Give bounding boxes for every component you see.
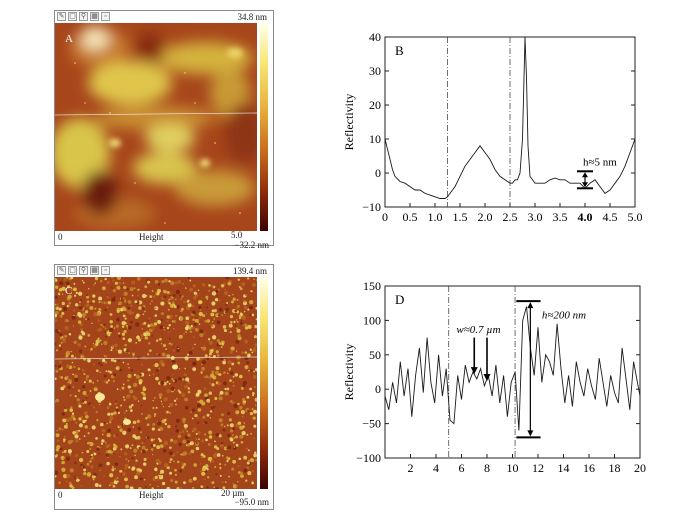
h-arrow-head-down — [527, 430, 534, 437]
colorbar-max-a: 34.8 nm — [237, 12, 267, 22]
info-icon[interactable]: ▫ — [101, 12, 110, 21]
y-tick-label: 30 — [369, 64, 381, 78]
x-tick-label: 0 — [382, 210, 388, 224]
x-tick-label: 4.5 — [603, 210, 618, 224]
grid-icon[interactable]: ▦ — [90, 266, 99, 275]
colorbar-max-c: 139.4 nm — [232, 266, 267, 276]
x-tick-label: 10 — [507, 461, 519, 475]
pencil-icon[interactable]: ✎ — [57, 12, 66, 21]
x-tick-label: 2 — [408, 461, 414, 475]
grid-icon[interactable]: ▦ — [90, 12, 99, 21]
zoom-icon[interactable]: ⚲ — [79, 12, 88, 21]
x-axis-label-a: Height — [139, 232, 164, 242]
x-tick-label: 8 — [484, 461, 490, 475]
afm-toolbar-a: ✎ ▢ ⚲ ▦ ▫ — [57, 12, 110, 21]
chart-b: −10 0 10 20 30 40 0 0.5 1.0 1.5 2.0 2.5 3.0 3.5 4.0 4.5… — [330, 25, 660, 240]
x-axis-label-c: Height — [139, 490, 164, 500]
panel-label-c: C — [65, 285, 73, 297]
h-arrow-head-up — [527, 302, 534, 309]
h-arrow-head-up — [582, 172, 588, 178]
info-icon[interactable]: ▫ — [101, 266, 110, 275]
x-tick-label: 4.0 — [578, 210, 593, 224]
y-tick-label: 10 — [369, 132, 381, 146]
y-axis-label: Reflectivity — [342, 94, 356, 151]
afm-toolbar-c: ✎ ▢ ⚲ ▦ ▫ — [57, 266, 110, 275]
colorbar-a — [260, 23, 268, 231]
panel-label-a: A — [65, 33, 73, 45]
y-tick-label: 100 — [363, 313, 381, 327]
x-axis-max-c: 20 µm — [221, 488, 245, 498]
x-tick-label: 18 — [609, 461, 621, 475]
x-tick-label: 20 — [634, 461, 646, 475]
copy-icon[interactable]: ▢ — [68, 12, 77, 21]
h-arrow-head-down — [582, 182, 588, 188]
y-tick-label: 150 — [363, 279, 381, 293]
afm-image-c — [55, 277, 257, 489]
series-line — [384, 306, 641, 431]
afm-image-a — [55, 23, 257, 231]
pencil-icon[interactable]: ✎ — [57, 266, 66, 275]
x-axis-min-a: 0 — [58, 232, 63, 242]
annotation-h: h≈200 nm — [542, 309, 586, 321]
zoom-icon[interactable]: ⚲ — [79, 266, 88, 275]
x-tick-label: 1.5 — [453, 210, 468, 224]
y-tick-label: 20 — [369, 98, 381, 112]
y-tick-label: −10 — [362, 200, 381, 214]
colorbar-c — [260, 277, 268, 489]
afm-panel-c: ✎ ▢ ⚲ ▦ ▫ 139.4 nm C 0 Height 20 µm −95.… — [54, 264, 274, 510]
x-tick-label: 5.0 — [628, 210, 643, 224]
panel-title: D — [395, 292, 404, 307]
x-tick-label: 2.0 — [478, 210, 493, 224]
w-arrow-head — [483, 373, 491, 381]
x-tick-label: 12 — [532, 461, 544, 475]
panel-title: B — [395, 43, 404, 58]
x-tick-label: 16 — [583, 461, 595, 475]
y-axis-label: Reflectivity — [342, 344, 356, 401]
x-tick-label: 2.5 — [503, 210, 518, 224]
chart-d: −100 −50 0 50 100 150 2 4 6 8 10 12 14 16 18 20 D Reflect… — [330, 277, 660, 492]
x-tick-label: 14 — [558, 461, 570, 475]
x-tick-label: 0.5 — [403, 210, 418, 224]
y-tick-label: 40 — [369, 30, 381, 44]
annotation-h: h≈5 nm — [583, 156, 617, 168]
copy-icon[interactable]: ▢ — [68, 266, 77, 275]
x-tick-label: 1.0 — [428, 210, 443, 224]
y-tick-label: 0 — [375, 382, 381, 396]
x-axis-min-c: 0 — [58, 490, 63, 500]
afm-topography-a — [55, 23, 257, 231]
x-tick-label: 6 — [459, 461, 465, 475]
y-tick-label: −50 — [362, 417, 381, 431]
y-tick-label: 0 — [375, 166, 381, 180]
annotation-w: w≈0.7 µm — [456, 324, 500, 336]
x-axis-max-a: 5.0 — [231, 230, 243, 240]
x-tick-label: 3.0 — [528, 210, 543, 224]
y-tick-label: 50 — [369, 348, 381, 362]
afm-topography-c — [55, 277, 257, 489]
colorbar-min-a: −32.2 nm — [234, 240, 269, 250]
colorbar-min-c: −95.0 nm — [234, 497, 269, 507]
x-tick-label: 4 — [433, 461, 439, 475]
w-arrow-head — [470, 367, 478, 375]
y-tick-label: −100 — [356, 451, 381, 465]
afm-panel-a: ✎ ▢ ⚲ ▦ ▫ 34.8 nm — [54, 10, 274, 250]
x-tick-label: 3.5 — [553, 210, 568, 224]
